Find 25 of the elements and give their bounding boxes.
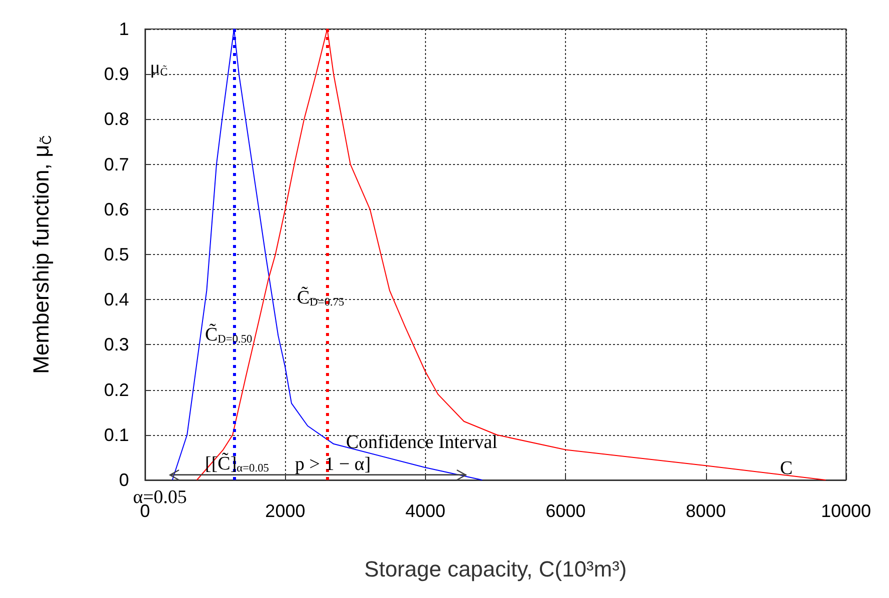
annotation: C̃D=0.75 xyxy=(297,286,345,308)
y-tick-label: 0.3 xyxy=(104,334,129,355)
x-tick-label: 6000 xyxy=(546,501,586,521)
annotation: p > 1 − α] xyxy=(295,454,371,475)
annotation: μC̃ xyxy=(150,57,168,78)
annotation: C xyxy=(780,458,793,479)
x-tick-label: 2000 xyxy=(265,501,306,521)
y-tick-label: 0.9 xyxy=(104,64,129,84)
annotation: C̃D=0.50 xyxy=(205,323,253,346)
y-tick-label: 0.6 xyxy=(104,199,129,220)
x-tick-label: 8000 xyxy=(686,501,726,521)
x-tick-label: 4000 xyxy=(405,501,446,521)
y-tick-label: 0.2 xyxy=(104,380,129,400)
line-series xyxy=(196,28,826,480)
y-tick-label: 0 xyxy=(118,470,129,490)
x-tick-label: 10000 xyxy=(820,501,872,521)
annotation: Confidence Interval xyxy=(346,432,498,453)
y-tick-label: 0.1 xyxy=(104,424,129,445)
x-axis-title: Storage capacity, C(10³m³) xyxy=(364,556,627,582)
y-tick-label: 0.7 xyxy=(104,154,129,174)
y-tick-label: 0.5 xyxy=(104,244,129,264)
y-tick-label: 0.4 xyxy=(104,290,129,310)
y-tick-label: 1 xyxy=(118,19,129,39)
y-tick-label: 0.8 xyxy=(104,109,129,130)
y-axis-title: Membership function, μC̃ xyxy=(28,134,54,374)
